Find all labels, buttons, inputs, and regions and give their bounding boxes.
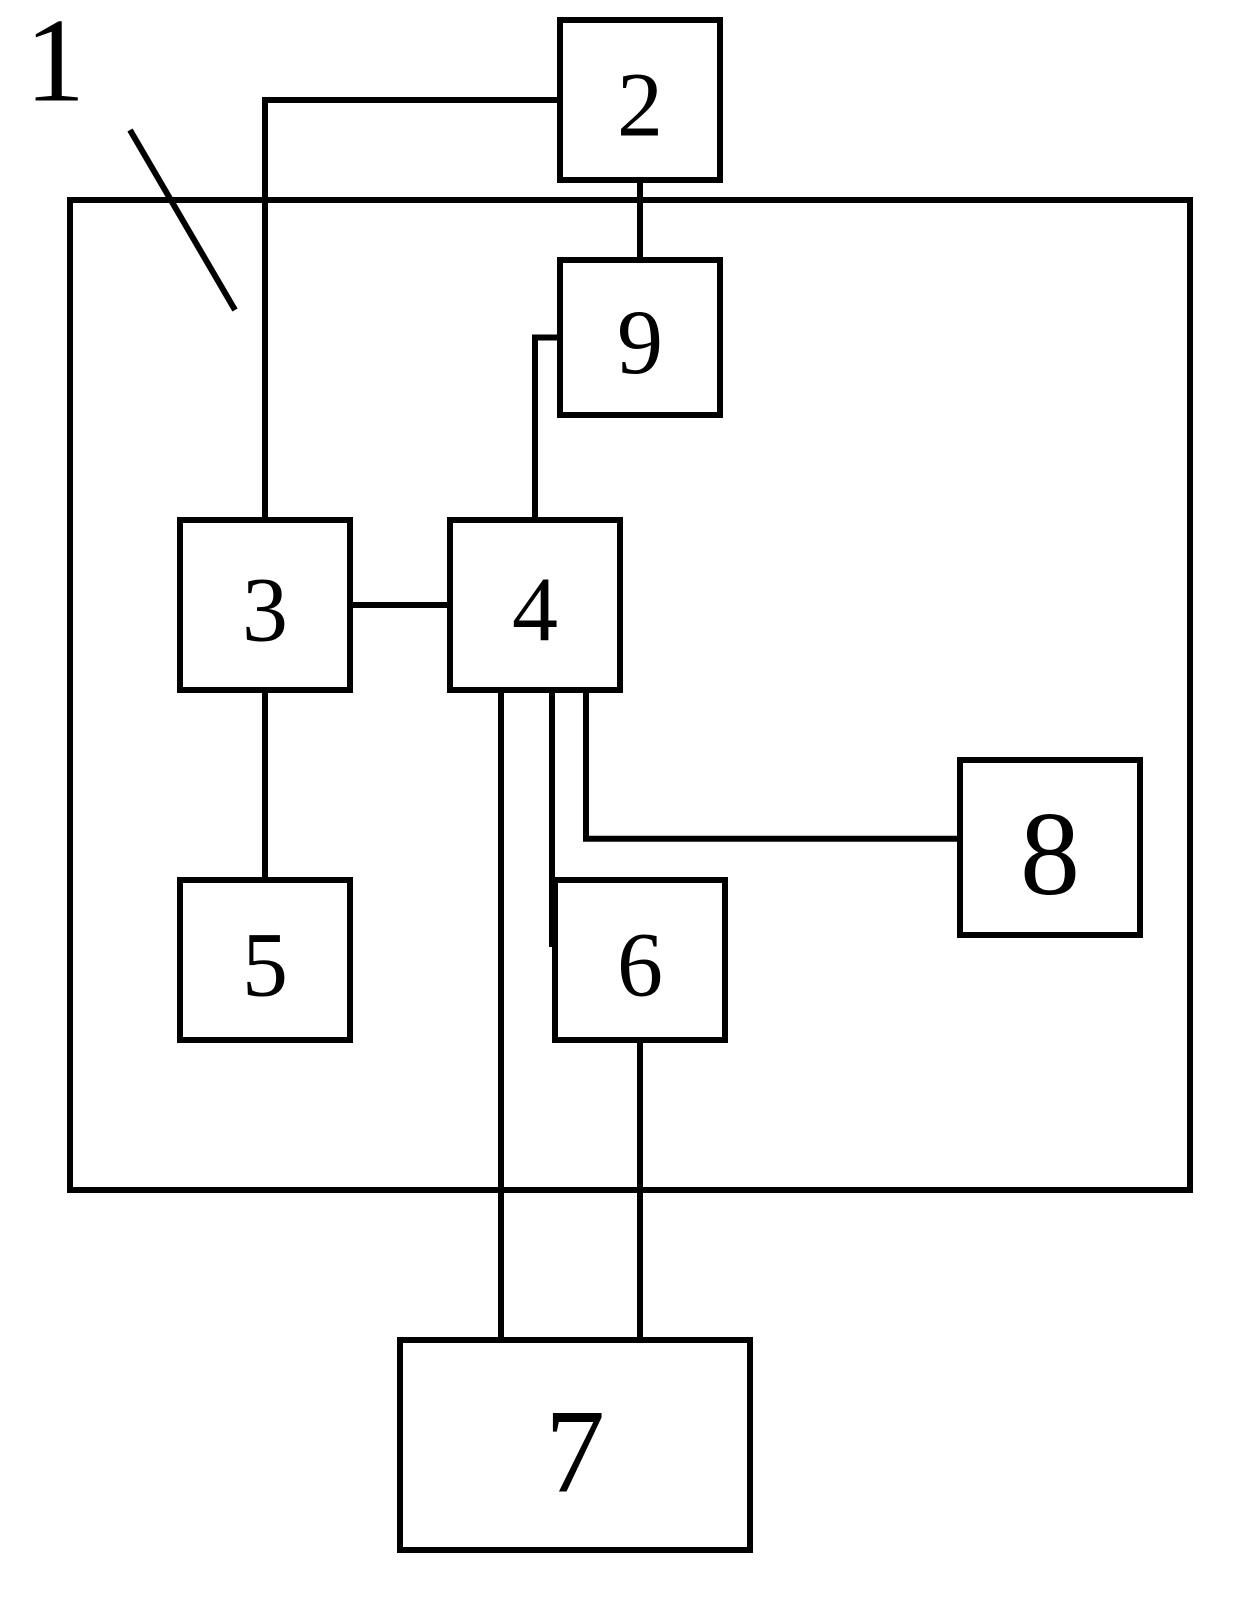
node-5-label: 5 <box>242 914 288 1016</box>
node-3-label: 3 <box>242 559 288 661</box>
node-7-label: 7 <box>545 1385 605 1518</box>
node-7: 7 <box>400 1340 750 1550</box>
node-8: 8 <box>960 760 1140 935</box>
edge-n9-n4 <box>535 338 560 521</box>
node-9: 9 <box>560 260 720 415</box>
pointer-1-label: 1 <box>25 0 85 127</box>
edge-n4-n8 <box>586 690 960 839</box>
node-2: 2 <box>560 20 720 180</box>
node-9-label: 9 <box>617 291 663 393</box>
nodes: 2 9 3 4 8 5 6 7 <box>180 20 1140 1550</box>
node-6: 6 <box>555 880 725 1040</box>
block-diagram: 2 9 3 4 8 5 6 7 1 <box>0 0 1240 1603</box>
edge-n2-n3 <box>265 100 560 520</box>
node-4-label: 4 <box>512 559 558 661</box>
node-6-label: 6 <box>617 914 663 1016</box>
node-2-label: 2 <box>617 54 663 156</box>
node-8-label: 8 <box>1020 787 1080 920</box>
pointer-1-line <box>130 130 235 310</box>
node-4: 4 <box>450 520 620 690</box>
node-5: 5 <box>180 880 350 1040</box>
node-3: 3 <box>180 520 350 690</box>
